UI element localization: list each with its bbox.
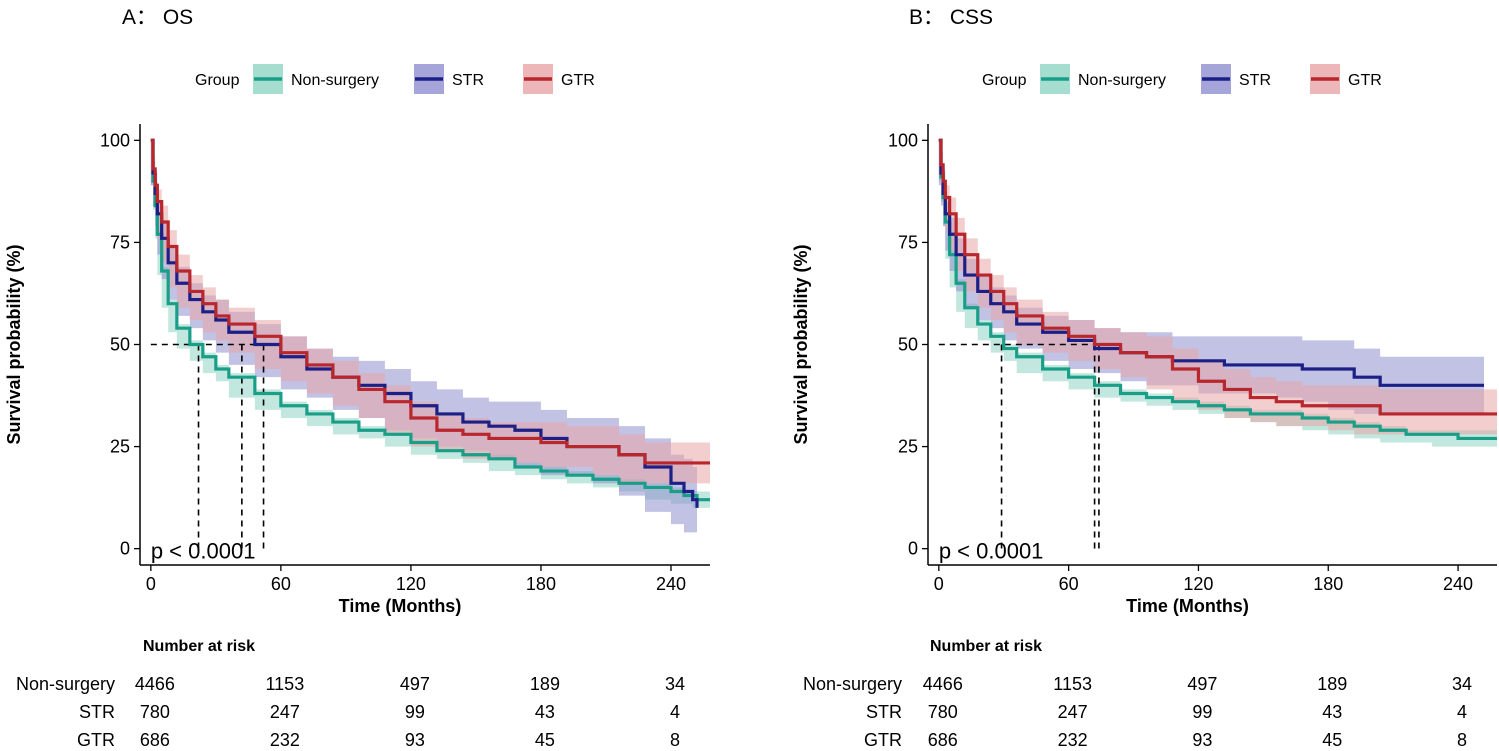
p-value-label: p < 0.0001 xyxy=(151,539,256,564)
plot-area xyxy=(150,138,710,549)
x-tick-label: 60 xyxy=(1059,574,1079,594)
risk-cell: 1153 xyxy=(266,674,305,694)
ci-band-non-surgery xyxy=(150,140,710,508)
risk-cell: 1153 xyxy=(1053,674,1092,694)
risk-cell: 232 xyxy=(1058,730,1088,750)
y-tick-label: 100 xyxy=(888,130,918,150)
y-tick-label: 75 xyxy=(110,232,130,252)
legend-label: Non-surgery xyxy=(1078,72,1166,89)
x-tick-label: 240 xyxy=(1443,574,1473,594)
plot-area xyxy=(938,138,1497,549)
ci-band-gtr xyxy=(150,140,710,484)
risk-cell: 34 xyxy=(665,674,685,694)
risk-cell: 45 xyxy=(535,730,555,750)
y-tick-label: 50 xyxy=(110,335,130,355)
legend-label: STR xyxy=(1239,72,1271,89)
risk-cell: 189 xyxy=(1317,674,1347,694)
x-axis-title: Time (Months) xyxy=(339,596,462,616)
panel-title: A： OS xyxy=(122,6,193,29)
y-tick-label: 50 xyxy=(898,335,918,355)
x-axis-title: Time (Months) xyxy=(1126,596,1249,616)
risk-row-label: GTR xyxy=(77,730,115,750)
risk-cell: 93 xyxy=(1192,730,1212,750)
risk-table-title: Number at risk xyxy=(143,638,255,655)
y-axis-title: Survival probability (%) xyxy=(791,244,811,444)
y-tick-label: 0 xyxy=(120,539,130,559)
x-tick-label: 240 xyxy=(656,574,686,594)
legend-label: Non-surgery xyxy=(291,72,379,89)
x-tick-label: 180 xyxy=(526,574,556,594)
risk-cell: 43 xyxy=(1322,702,1342,722)
legend-title: Group xyxy=(195,72,240,89)
risk-cell: 4466 xyxy=(135,674,175,694)
x-tick-label: 120 xyxy=(396,574,426,594)
risk-cell: 232 xyxy=(270,730,300,750)
panel-title: B： CSS xyxy=(909,6,993,29)
risk-cell: 4 xyxy=(1457,702,1467,722)
survival-curve-str xyxy=(938,138,1485,387)
risk-cell: 497 xyxy=(1187,674,1217,694)
legend-title: Group xyxy=(982,72,1027,89)
y-tick-label: 75 xyxy=(898,232,918,252)
risk-cell: 686 xyxy=(140,730,170,750)
risk-cell: 4466 xyxy=(923,674,963,694)
risk-cell: 247 xyxy=(1058,702,1088,722)
risk-cell: 99 xyxy=(1192,702,1212,722)
risk-cell: 99 xyxy=(405,702,425,722)
risk-row-label: Non-surgery xyxy=(16,674,115,694)
risk-cell: 8 xyxy=(670,730,680,750)
risk-row-label: STR xyxy=(866,702,902,722)
risk-cell: 93 xyxy=(405,730,425,750)
x-tick-label: 0 xyxy=(146,574,156,594)
x-tick-label: 60 xyxy=(271,574,291,594)
risk-cell: 43 xyxy=(535,702,555,722)
risk-cell: 45 xyxy=(1322,730,1342,750)
risk-cell: 4 xyxy=(670,702,680,722)
legend: Group Non-surgery STR GTR xyxy=(195,64,595,94)
risk-cell: 189 xyxy=(530,674,560,694)
legend-label: STR xyxy=(452,72,484,89)
risk-cell: 34 xyxy=(1452,674,1472,694)
risk-cell: 780 xyxy=(140,702,170,722)
legend-label: GTR xyxy=(561,72,595,89)
ci-band-gtr xyxy=(938,140,1497,435)
risk-cell: 780 xyxy=(928,702,958,722)
risk-row-label: GTR xyxy=(864,730,902,750)
y-tick-label: 25 xyxy=(110,437,130,457)
risk-row-label: Non-surgery xyxy=(803,674,902,694)
km-panel-css: B： CSS Group Non-surgery STR GTR 0 25 50 75 100 0 6… xyxy=(791,6,1497,750)
p-value-label: p < 0.0001 xyxy=(939,539,1044,564)
survival-curve-gtr xyxy=(150,138,710,465)
risk-table-title: Number at risk xyxy=(930,638,1042,655)
risk-table: Number at risk Non-surgery 4466 1153 497 189 3… xyxy=(803,638,1472,750)
x-tick-label: 120 xyxy=(1183,574,1213,594)
y-tick-label: 0 xyxy=(908,539,918,559)
risk-cell: 686 xyxy=(928,730,958,750)
risk-cell: 8 xyxy=(1457,730,1467,750)
risk-table: Number at risk Non-surgery 4466 1153 497 189 3… xyxy=(16,638,685,750)
survival-curve-non-surgery xyxy=(150,138,710,502)
x-tick-label: 0 xyxy=(934,574,944,594)
y-tick-label: 25 xyxy=(898,437,918,457)
y-tick-label: 100 xyxy=(100,130,130,150)
median-lines xyxy=(150,343,265,549)
legend: Group Non-surgery STR GTR xyxy=(982,64,1382,94)
survival-curve-gtr xyxy=(938,138,1497,416)
legend-label: GTR xyxy=(1348,72,1382,89)
risk-cell: 247 xyxy=(270,702,300,722)
risk-cell: 497 xyxy=(400,674,430,694)
y-axis-title: Survival probability (%) xyxy=(4,244,24,444)
km-panel-os: A： OS Group Non-surgery STR GTR 0 25 50 75 100 0 60… xyxy=(4,6,710,750)
x-tick-label: 180 xyxy=(1313,574,1343,594)
risk-row-label: STR xyxy=(79,702,115,722)
